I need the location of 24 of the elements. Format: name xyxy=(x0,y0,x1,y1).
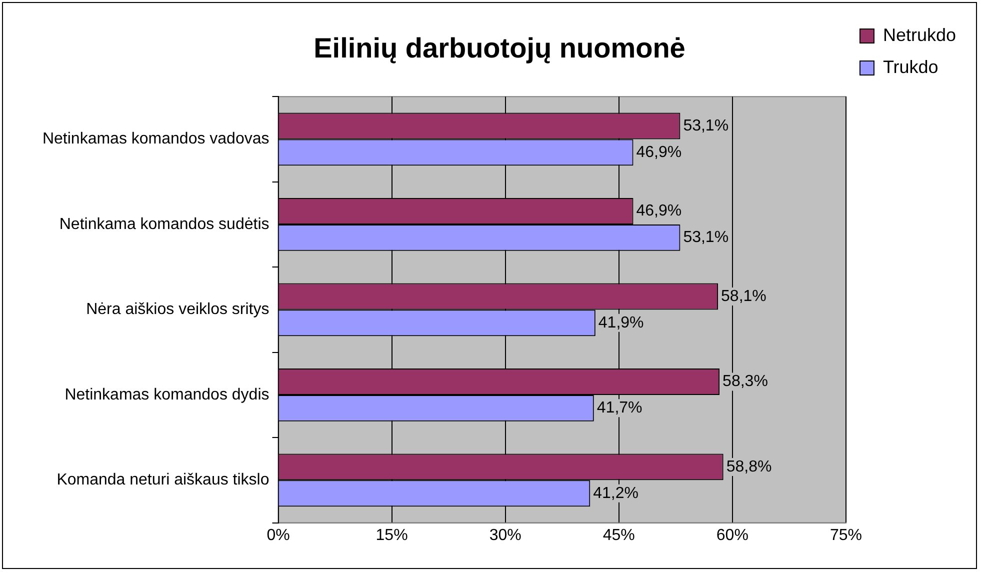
y-tick-label: Nėra aiškios veiklos sritys xyxy=(86,301,270,318)
x-tick-label: 0% xyxy=(266,526,290,544)
data-label: 58,8% xyxy=(726,458,772,476)
y-tick-label: Netinkama komandos sudėtis xyxy=(59,216,270,233)
x-tick-label: 15% xyxy=(376,526,408,544)
legend-label: Trukdo xyxy=(882,56,938,77)
x-tick-label: 45% xyxy=(602,526,635,544)
data-label: 41,7% xyxy=(596,400,642,417)
data-label: 41,9% xyxy=(598,314,644,332)
x-tick-label: 75% xyxy=(830,526,862,544)
data-label: 53,1% xyxy=(683,229,729,246)
x-tick-label: 60% xyxy=(716,526,748,544)
legend-label: Netrukdo xyxy=(882,24,956,45)
y-tick-label: Netinkamas komandos dydis xyxy=(64,386,270,404)
data-label: 58,1% xyxy=(721,288,766,305)
data-label: 46,9% xyxy=(636,144,682,161)
data-label: 46,9% xyxy=(636,202,682,220)
x-tick-label: 30% xyxy=(489,526,522,544)
y-tick-label: Netinkamas komandos vadovas xyxy=(42,130,270,148)
data-label: 41,2% xyxy=(593,484,638,502)
y-tick-label: Komanda neturi aiškaus tikslo xyxy=(56,472,270,489)
data-label: 58,3% xyxy=(722,373,768,390)
data-label: 53,1% xyxy=(683,117,729,134)
chart-title: Eilinių darbuotojų nuomonė xyxy=(314,32,686,64)
